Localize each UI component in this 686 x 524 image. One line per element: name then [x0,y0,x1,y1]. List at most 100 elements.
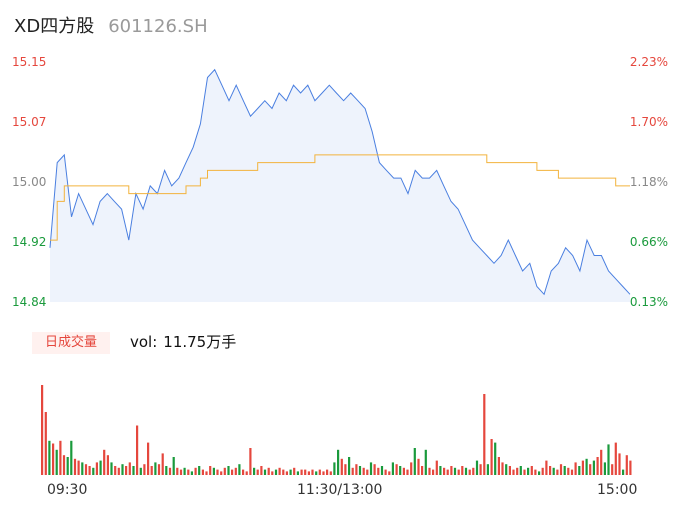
volume-bar [73,458,77,475]
volume-bar [585,458,588,475]
price-line [49,68,631,296]
volume-bar [77,460,80,475]
volume-bar [205,471,208,475]
volume-bar [121,464,124,475]
volume-bar [179,469,183,475]
volume-bar [563,466,566,475]
volume-bar [329,471,332,475]
volume-bar [410,462,413,475]
volume-bar [183,467,186,475]
volume-bar [512,469,515,475]
volume-bar [311,469,314,475]
time-label-close: 15:00 [597,482,638,498]
volume-bar [406,469,409,475]
volume-bar [519,466,522,475]
volume-bar [99,460,102,475]
volume-bar [260,466,263,475]
volume-bar [249,448,252,475]
volume-bar [457,469,460,475]
volume-tab[interactable]: 日成交量 [32,332,110,354]
volume-bar [154,462,157,475]
time-label-midday: 11:30/13:00 [297,482,383,498]
volume-bar [41,385,44,475]
volume-bar [366,469,369,475]
volume-bar [607,444,610,475]
volume-bar [611,464,614,475]
volume-bar [333,462,336,475]
volume-bar [114,466,117,475]
volume-bar [395,464,398,475]
stock-code: 601126.SH [108,16,208,37]
volume-bar [209,466,212,475]
volume-bar [315,471,318,475]
volume-bar [238,464,241,475]
volume-bar [88,466,91,475]
percent-tick-label: 1.70% [629,115,668,129]
volume-bar [187,469,190,475]
volume-bar [402,467,405,475]
volume-bar [534,469,537,475]
volume-bar [117,467,120,475]
volume-bar [304,469,307,475]
volume-bar [453,467,457,475]
volume-bar [384,469,387,475]
volume-bar [92,467,95,475]
volume-bar [541,467,544,475]
volume-bar [614,442,617,475]
volume-bar [296,471,299,475]
volume-bar [596,457,599,475]
volume-bar [198,466,201,475]
volume-bar [110,462,113,475]
volume-bar [136,425,139,475]
volume-bar [201,469,204,475]
volume-bar [256,469,259,475]
stock-header: XD四方股 601126.SH [14,12,208,40]
volume-bar [81,462,84,475]
percent-tick-label: 0.13% [629,295,668,309]
volume-bar [589,464,592,475]
volume-bar [271,471,274,475]
volume-bar [106,455,109,475]
volume-bar [479,464,482,475]
volume-bar [282,469,285,475]
volume-bar [622,469,625,475]
volume-bar [417,458,420,475]
volume-bar [70,440,73,475]
volume-bar [603,462,606,475]
volume-bar [172,457,175,475]
volume-bar [253,467,256,475]
volume-bar [435,460,438,475]
volume-bar [413,448,416,475]
volume-bar [139,467,142,475]
volume-bar [150,466,153,475]
volume-bar [494,442,497,475]
volume-value: 11.75万手 [163,333,237,351]
volume-bar [508,466,511,475]
volume-bar [143,464,146,475]
volume-bar [344,464,347,475]
volume-bar [263,469,267,475]
volume-bar [278,467,281,475]
volume-bar [388,471,391,475]
volume-bar [578,466,581,475]
volume-bar [103,449,106,475]
volume-bar [549,466,552,475]
volume-bar [293,467,296,475]
percent-tick-label: 1.18% [629,175,668,189]
volume-bar [340,458,343,475]
volume-bar [516,467,519,475]
volume-bar [432,469,435,475]
volume-bar [391,462,394,475]
volume-bar [443,467,446,475]
volume-bar [168,467,172,475]
volume-bar [472,467,475,475]
average-price-line [50,154,630,241]
volume-bar [446,469,449,475]
volume-bar [223,467,226,475]
volume-bar [147,442,150,475]
volume-bar [362,467,365,475]
volume-bar [501,462,504,475]
volume-bar [527,467,530,475]
volume-bar [523,469,526,475]
volume-bar [66,457,69,475]
